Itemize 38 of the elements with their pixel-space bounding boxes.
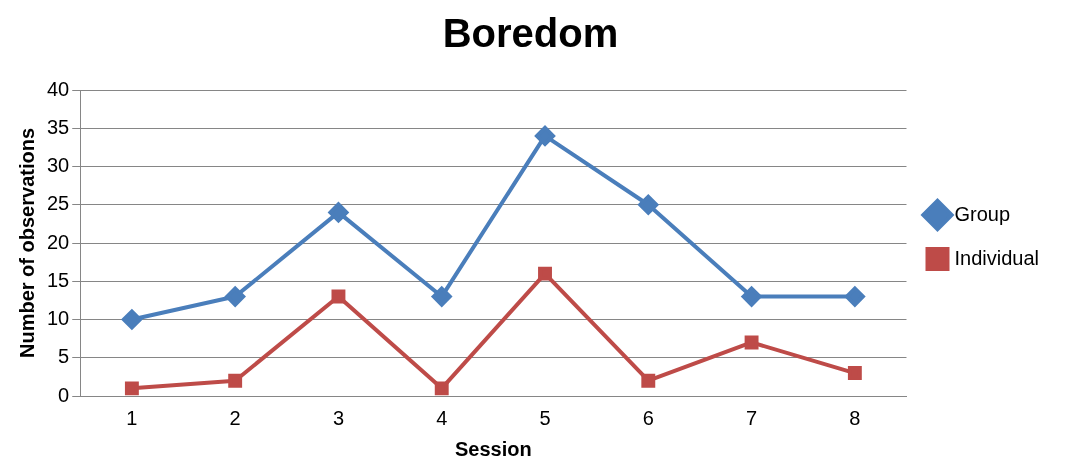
point xyxy=(124,381,139,396)
y-tick-label: 10 xyxy=(47,307,70,330)
chart-title: Boredom xyxy=(442,11,619,56)
point xyxy=(744,335,759,350)
legend-label: Individual xyxy=(954,246,1040,269)
point xyxy=(121,309,142,330)
point xyxy=(844,286,865,307)
point xyxy=(225,286,246,307)
y-tick-label: 0 xyxy=(58,383,70,406)
y-tick-label: 35 xyxy=(47,115,70,138)
point xyxy=(434,381,449,396)
legend-label: Group xyxy=(954,202,1011,225)
point xyxy=(331,289,346,304)
point xyxy=(847,366,862,380)
y-tick-label: 25 xyxy=(47,192,70,215)
y-tick-label: 30 xyxy=(47,154,70,177)
x-tick-label: 8 xyxy=(849,406,861,429)
x-tick-label: 3 xyxy=(332,406,345,429)
x-tick-label: 7 xyxy=(746,406,758,429)
point xyxy=(535,125,556,146)
point xyxy=(538,266,552,281)
point xyxy=(328,202,349,223)
x-tick-label: 5 xyxy=(539,406,551,429)
point xyxy=(431,286,452,307)
y-axis-title: Number of observations xyxy=(15,127,38,359)
x-tick-label: 6 xyxy=(642,406,654,429)
x-axis-title: Session xyxy=(455,437,532,460)
point xyxy=(228,373,243,388)
x-tick-label: 1 xyxy=(126,406,138,429)
x-tick-label: 4 xyxy=(436,406,448,429)
x-tick-label: 2 xyxy=(229,406,241,429)
y-tick-label: 40 xyxy=(47,77,70,100)
point xyxy=(638,194,659,215)
point xyxy=(741,286,762,307)
point xyxy=(641,373,656,388)
y-tick-label: 15 xyxy=(47,268,70,291)
y-tick-label: 20 xyxy=(47,230,70,253)
y-tick-label: 5 xyxy=(58,345,70,368)
